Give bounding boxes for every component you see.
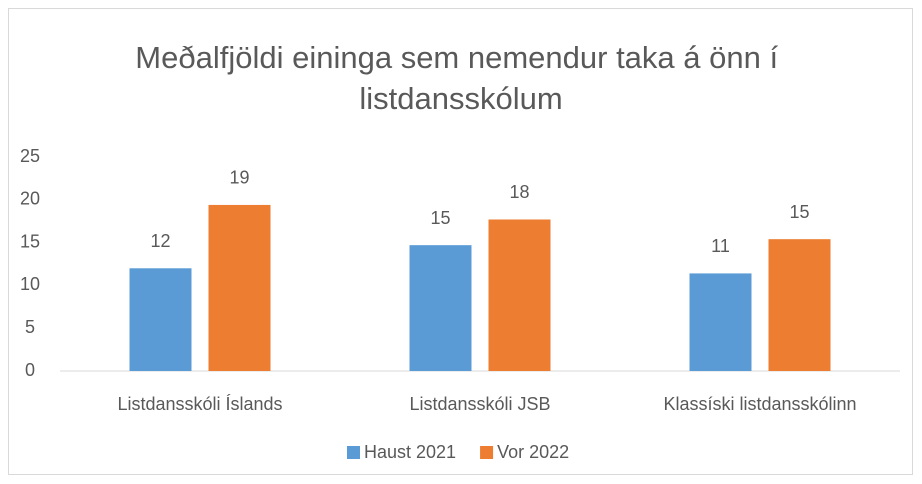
y-tick-label: 5 xyxy=(25,317,35,337)
bar xyxy=(409,245,472,371)
data-label: 18 xyxy=(509,182,529,202)
legend-label: Vor 2022 xyxy=(497,442,569,462)
bar xyxy=(129,268,192,371)
y-tick-label: 0 xyxy=(25,360,35,380)
data-label: 12 xyxy=(150,231,170,251)
y-tick-label: 15 xyxy=(20,231,40,251)
y-tick-label: 20 xyxy=(20,189,40,209)
chart-border xyxy=(8,8,913,475)
data-label: 15 xyxy=(789,202,809,222)
bar xyxy=(488,219,551,371)
data-label: 19 xyxy=(229,168,249,188)
y-tick-label: 10 xyxy=(20,274,40,294)
chart-title: Meðalfjöldi eininga sem nemendur taka á … xyxy=(135,40,786,116)
x-tick-label: Klassíski listdansskólinn xyxy=(663,394,856,414)
data-label: 15 xyxy=(430,208,450,228)
x-tick-label: Listdansskóli Íslands xyxy=(117,394,282,414)
bar xyxy=(689,273,752,371)
legend-swatch xyxy=(480,446,494,459)
legend-swatch xyxy=(347,446,360,459)
x-tick-label: Listdansskóli JSB xyxy=(409,394,550,414)
y-tick-label: 25 xyxy=(20,146,40,166)
legend-label: Haust 2021 xyxy=(364,442,456,462)
data-label: 11 xyxy=(711,236,730,256)
bar xyxy=(768,239,831,371)
bar xyxy=(208,204,271,371)
